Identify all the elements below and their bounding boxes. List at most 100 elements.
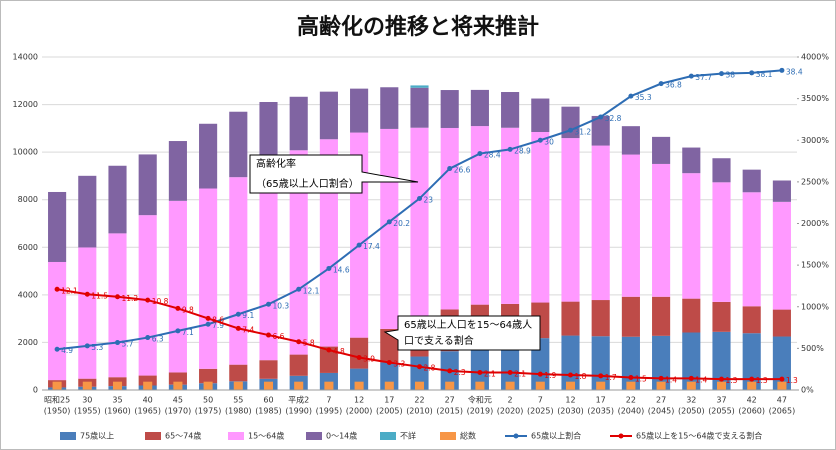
x-tick-label: 30 (82, 396, 92, 405)
data-label: 1.3 (726, 376, 738, 385)
data-label: 10.3 (273, 301, 290, 310)
x-tick-label: 47 (777, 396, 787, 405)
bar-segment (380, 87, 399, 129)
bar-segment (682, 147, 701, 174)
data-label: 1.9 (544, 371, 556, 380)
line-point (235, 325, 241, 331)
bar-segment (168, 141, 187, 201)
bar-overlay (535, 381, 545, 390)
data-label: 5.7 (122, 340, 134, 349)
bar-segment (712, 331, 731, 390)
bar-segment (772, 201, 791, 310)
data-label: 1.7 (605, 373, 617, 382)
legend-label: 15～64歳 (248, 431, 284, 441)
legend-swatch (306, 432, 322, 440)
bar-segment (319, 346, 338, 373)
bar-overlay (112, 381, 123, 390)
bar-segment (682, 173, 701, 299)
line-point (356, 242, 362, 248)
x-tick-year: (1975) (195, 407, 222, 416)
line-point (205, 315, 211, 321)
line-point (598, 114, 604, 120)
line-point (386, 219, 392, 225)
x-tick-label: 2 (508, 396, 513, 405)
bar-segment (350, 88, 369, 133)
bar-segment (138, 154, 157, 216)
bar-segment (440, 90, 459, 128)
bar-segment (108, 165, 127, 234)
bar-segment (591, 115, 610, 146)
line-point (688, 375, 694, 381)
bar-segment (470, 346, 489, 390)
legend-swatch (60, 432, 76, 440)
y-tick-label: 4000 (18, 290, 38, 299)
x-tick-label: 平成2 (288, 395, 309, 405)
x-tick-label: 50 (203, 396, 213, 405)
data-label: 38.4 (786, 67, 803, 76)
x-tick-year: (1990) (285, 407, 312, 416)
annotation: （65歳以上人口割合） (256, 177, 359, 190)
bar-overlay (747, 381, 757, 390)
x-tick-year: (1985) (255, 407, 282, 416)
bar-overlay (686, 381, 696, 390)
y2-tick-label: 0% (801, 386, 814, 395)
x-tick-year: (2020) (497, 407, 524, 416)
bar-segment (168, 372, 187, 385)
y-tick-label: 8000 (18, 195, 38, 204)
line-point (326, 265, 332, 271)
bar-segment (259, 102, 278, 164)
line-point (568, 372, 573, 378)
bar-segment (591, 145, 610, 301)
data-label: 7.1 (182, 328, 194, 337)
bar-segment (259, 163, 278, 361)
bar-overlay (143, 381, 153, 390)
x-tick-year: (2040) (618, 407, 645, 416)
bar-segment (229, 111, 248, 178)
x-tick-year: (2055) (708, 407, 735, 416)
data-label: 11.5 (91, 291, 108, 300)
bar-segment (108, 377, 127, 387)
x-tick-label: 45 (173, 396, 183, 405)
data-label: 10.8 (152, 297, 169, 306)
x-tick-year: (1970) (165, 407, 192, 416)
line-point (719, 376, 724, 382)
data-label: 14.6 (333, 265, 350, 274)
legend-swatch (228, 432, 244, 440)
bar-segment (350, 337, 369, 369)
x-tick-label: 60 (263, 396, 273, 405)
line-point (779, 376, 785, 382)
data-label: 12.1 (303, 286, 320, 295)
legend-label: 0～14歳 (326, 431, 357, 441)
x-tick-label: 7 (538, 396, 543, 405)
line-point (84, 291, 90, 297)
x-tick-year: (2000) (346, 407, 373, 416)
line-point (175, 305, 181, 311)
line-point (477, 370, 483, 376)
bar-segment (440, 127, 459, 310)
bar-segment (531, 131, 550, 303)
y2-tick-label: 4000% (801, 53, 829, 62)
x-tick-label: 17 (596, 396, 606, 405)
line-point (145, 297, 151, 303)
x-tick-label: 12 (565, 396, 575, 405)
y2-tick-label: 1000% (801, 302, 829, 311)
legend-swatch (440, 432, 456, 440)
line-point (266, 301, 271, 307)
x-tick-year: (2019) (467, 407, 494, 416)
bar-segment (591, 300, 610, 337)
bar-segment (652, 335, 671, 390)
y2-tick-label: 2000% (801, 219, 829, 228)
x-tick-label: 40 (143, 396, 153, 405)
y2-tick-label: 2500% (801, 177, 829, 186)
x-tick-label: 昭和25 (44, 396, 70, 405)
data-label: 7.9 (212, 321, 224, 330)
line-point (447, 166, 453, 172)
bar-overlay (294, 381, 304, 390)
bar-segment (621, 154, 640, 297)
bar-segment (168, 200, 187, 373)
bar-segment (652, 163, 671, 297)
bar-overlay (626, 381, 636, 390)
bar-segment (652, 296, 671, 336)
x-tick-year: (2015) (436, 407, 463, 416)
annotation: 65歳以上人口を15～64歳人 (404, 319, 532, 331)
